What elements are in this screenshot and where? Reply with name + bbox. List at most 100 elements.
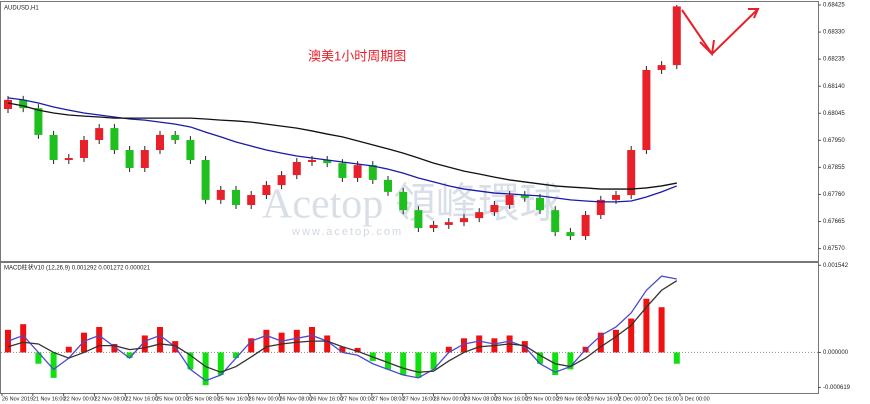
candle-body <box>277 175 286 186</box>
macd-bar <box>263 329 270 353</box>
macd-pane <box>0 262 819 394</box>
x-tick-label: 3 Dec 00:00 <box>680 396 710 402</box>
candle-body <box>505 195 514 206</box>
macd-bar <box>445 346 452 353</box>
candle-body <box>80 140 88 158</box>
x-tick-label: 27 Nov 00:00 <box>341 396 374 402</box>
moving-average <box>7 102 677 190</box>
x-tick-label: 25 Nov 16:00 <box>218 396 251 402</box>
x-tick-label: 2 Dec 00:00 <box>618 396 648 402</box>
x-tick-label: 29 Nov 00:00 <box>526 396 559 402</box>
macd-bar <box>293 329 300 353</box>
x-tick-label: 25 Nov 00:00 <box>156 396 189 402</box>
candle-body <box>110 128 119 151</box>
chart-title: AUDUSD,H1 <box>4 6 39 12</box>
macd-bar <box>461 338 467 353</box>
macd-bar <box>202 352 209 386</box>
macd-bar <box>324 335 331 353</box>
y-tick-label: 0.000000 <box>823 350 849 356</box>
x-tick-label: 22 Nov 16:00 <box>125 396 158 402</box>
x-tick-label: 28 Nov 08:00 <box>464 396 497 402</box>
candle-body <box>49 134 58 160</box>
y-tick-label: 0.67950 <box>823 138 845 144</box>
macd-bar <box>187 352 194 370</box>
candle-body <box>353 165 362 178</box>
x-tick-label: 26 Nov 16:00 <box>310 396 343 402</box>
candle-body <box>475 212 484 219</box>
candle-body <box>657 65 666 70</box>
x-tick-label: 22 Nov 00:00 <box>64 396 97 402</box>
x-tick-label: 26 Nov 2019 <box>2 396 33 402</box>
y-tick-label: 0.67665 <box>823 219 845 225</box>
x-tick-label: 26 Nov 00:00 <box>249 396 282 402</box>
arrow-head <box>699 39 715 57</box>
candle-body <box>490 205 499 213</box>
macd-bar <box>628 318 635 353</box>
macd-bar <box>233 352 239 359</box>
macd-line <box>7 280 678 373</box>
y-tick-label: 0.68045 <box>823 111 845 117</box>
macd-bar <box>415 352 422 378</box>
candle-body <box>262 185 271 196</box>
candle-body <box>140 150 149 168</box>
macd-bar <box>400 352 407 376</box>
x-tick-label: 29 Nov 16:00 <box>588 396 621 402</box>
price-pane <box>0 1 819 262</box>
candle-body <box>414 210 423 229</box>
macd-bar <box>658 307 665 353</box>
macd-bar <box>476 335 483 353</box>
x-tick-label: 27 Nov 16:00 <box>403 396 436 402</box>
y-tick-label: -0.000619 <box>823 385 851 391</box>
candle-body <box>292 161 301 176</box>
macd-bar <box>309 327 315 353</box>
candle-body <box>232 189 240 206</box>
y-tick-label: 0.68330 <box>823 30 845 36</box>
macd-bar <box>430 352 437 370</box>
x-tick-label: 27 Nov 08:00 <box>372 396 405 402</box>
macd-bar <box>35 352 42 364</box>
candle-body <box>156 134 164 151</box>
macd-bar <box>643 298 650 353</box>
candle-body <box>581 214 590 237</box>
candle-body <box>95 128 104 141</box>
candle-body <box>444 222 453 225</box>
candle-body <box>19 99 28 109</box>
candle-body <box>429 224 438 229</box>
annotation: 澳美1小时周期图 <box>308 48 406 63</box>
candle-body <box>4 99 12 109</box>
macd-label: MACD柱状V10 (12,26,9) 0.001292 0.001272 0.… <box>4 264 151 272</box>
macd-bar <box>65 346 72 353</box>
macd-bar <box>141 335 148 353</box>
candle-body <box>460 218 468 223</box>
candle-body <box>368 165 377 180</box>
candle-body <box>520 195 529 198</box>
x-tick-label: 29 Nov 08:00 <box>557 396 590 402</box>
y-tick-label: 0.67760 <box>823 192 845 198</box>
macd-bar <box>567 352 574 370</box>
candle-body <box>566 232 575 237</box>
arrow-head <box>748 8 760 19</box>
candle-body <box>672 6 681 66</box>
macd-bar <box>339 346 346 353</box>
macd-bar <box>20 324 27 353</box>
macd-bar <box>597 332 604 353</box>
macd-bar <box>81 332 87 353</box>
macd-bar <box>673 352 680 364</box>
x-tick-label: 2 Dec 16:00 <box>649 396 679 402</box>
candle-body <box>399 191 408 211</box>
candle-body <box>201 159 210 200</box>
macd-bar <box>96 327 103 353</box>
candle-body <box>338 163 347 178</box>
candle-body <box>536 197 544 211</box>
candle-body <box>64 158 73 160</box>
macd-bar <box>50 352 57 378</box>
candle-body <box>551 210 560 233</box>
macd-bar <box>217 352 224 376</box>
y-tick-label: 0.68425 <box>823 3 845 9</box>
y-tick-label: 0.68235 <box>823 57 845 63</box>
x-tick-label: 21 Nov 16:00 <box>33 396 66 402</box>
macd-bar <box>111 343 118 353</box>
macd-bar <box>537 352 543 364</box>
candle-body <box>216 189 225 200</box>
